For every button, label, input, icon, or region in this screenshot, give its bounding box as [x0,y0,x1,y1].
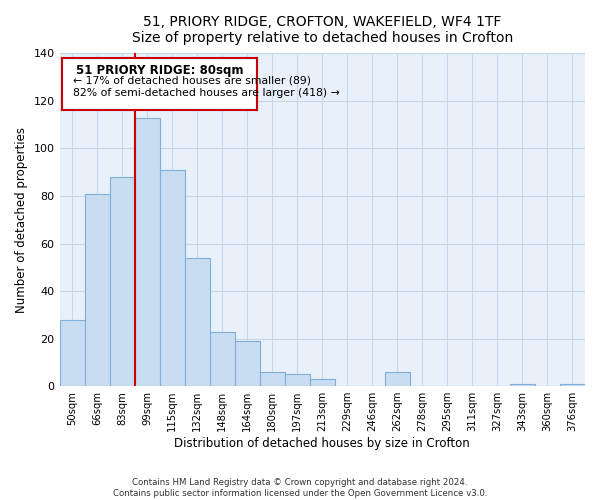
Text: 82% of semi-detached houses are larger (418) →: 82% of semi-detached houses are larger (… [73,88,340,98]
Bar [209,332,235,386]
Text: Contains HM Land Registry data © Crown copyright and database right 2024.
Contai: Contains HM Land Registry data © Crown c… [113,478,487,498]
Y-axis label: Number of detached properties: Number of detached properties [15,127,28,313]
Bar [235,341,260,386]
Bar [134,118,160,386]
X-axis label: Distribution of detached houses by size in Crofton: Distribution of detached houses by size … [175,437,470,450]
Bar [510,384,535,386]
Bar [285,374,310,386]
Bar [160,170,185,386]
Text: ← 17% of detached houses are smaller (89): ← 17% of detached houses are smaller (89… [73,76,311,86]
Bar [185,258,209,386]
Text: 51 PRIORY RIDGE: 80sqm: 51 PRIORY RIDGE: 80sqm [76,64,244,77]
Bar [310,379,335,386]
Bar [560,384,585,386]
Bar [260,372,285,386]
Title: 51, PRIORY RIDGE, CROFTON, WAKEFIELD, WF4 1TF
Size of property relative to detac: 51, PRIORY RIDGE, CROFTON, WAKEFIELD, WF… [131,15,513,45]
FancyBboxPatch shape [62,58,257,110]
Bar [85,194,110,386]
Bar [385,372,410,386]
Bar [110,177,134,386]
Bar [59,320,85,386]
